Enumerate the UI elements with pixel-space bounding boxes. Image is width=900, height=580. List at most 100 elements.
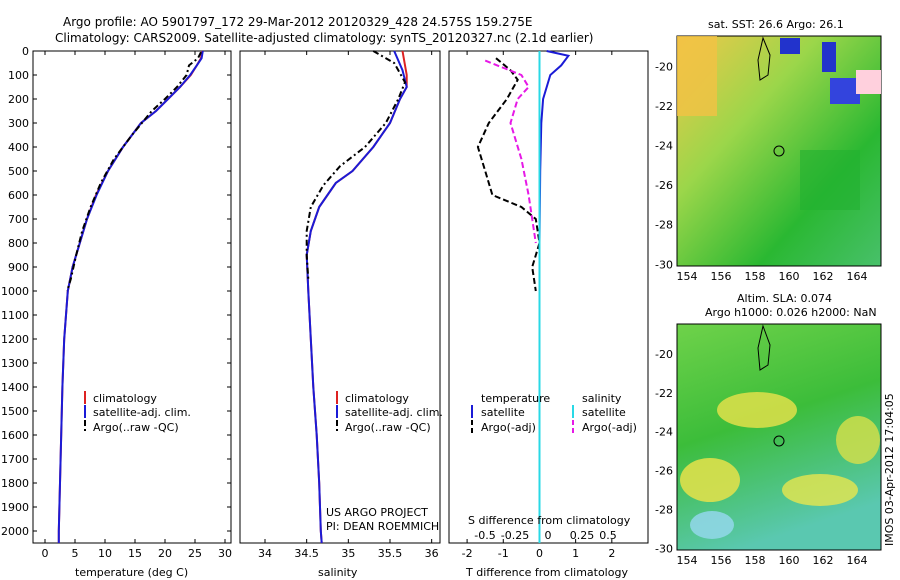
argo-location-marker <box>773 435 785 447</box>
depth-tick-label: 900 <box>8 261 29 274</box>
legend-label-climatology: climatology <box>93 392 157 405</box>
s-difference-x-axis: -0.5 -0.25 0 0.25 0.5 <box>474 529 616 542</box>
coastline <box>757 324 771 371</box>
x-tick-label: 36 <box>425 547 439 560</box>
depth-tick-label: 800 <box>8 237 29 250</box>
sst-patch <box>856 70 881 94</box>
depth-tick-label: 100 <box>8 69 29 82</box>
map-lat-tick-label: -30 <box>655 542 673 555</box>
map-lat-tick-label: -28 <box>655 219 673 232</box>
sla-map-panel: Altim. SLA: 0.074 Argo h1000: 0.026 h200… <box>655 292 882 567</box>
map-lon-tick-label: 156 <box>711 554 732 567</box>
temperature-x-axis: 0 5 10 15 20 25 30 <box>42 51 232 560</box>
map-lon-tick-label: 160 <box>779 270 800 283</box>
s-tick-label: -0.25 <box>501 529 529 542</box>
sst-patch <box>800 150 860 210</box>
figure-title-line1: Argo profile: AO 5901797_172 29-Mar-2012… <box>63 15 532 29</box>
difference-series <box>476 50 571 543</box>
x-tick-label: 25 <box>188 547 202 560</box>
depth-tick-label: 1700 <box>1 453 29 466</box>
legend-label-t-satellite: satellite <box>481 406 525 419</box>
sla-patch <box>680 458 740 502</box>
sla-patch <box>782 474 858 506</box>
s-tick-label: 0.25 <box>570 529 595 542</box>
temperature-axes-frame <box>32 50 232 544</box>
depth-tick-label: 1900 <box>1 501 29 514</box>
salinity-axes-frame <box>239 50 441 544</box>
sst-patch <box>830 78 860 104</box>
x-tick-label: 2 <box>608 547 615 560</box>
depth-tick-label: 1800 <box>1 477 29 490</box>
t-argo-diff-line <box>476 57 541 292</box>
depth-tick-label: 1300 <box>1 357 29 370</box>
map-lat-tick-label: -22 <box>655 387 673 400</box>
s-tick-label: 0.5 <box>599 529 617 542</box>
map-lon-tick-label: 160 <box>779 554 800 567</box>
x-tick-label: 35.5 <box>378 547 403 560</box>
legend-header-temperature: temperature <box>481 392 550 405</box>
legend-label-t-argo: Argo(-adj) <box>481 421 536 434</box>
argo-line <box>66 51 202 292</box>
sla-patch <box>836 416 880 464</box>
depth-tick-label: 1200 <box>1 333 29 346</box>
salinity-x-axis: 34 34.5 35 35.5 36 <box>258 51 439 560</box>
sst-patch <box>822 42 836 72</box>
argo-line <box>305 50 407 280</box>
difference-axes-frame <box>448 50 649 544</box>
map-lat-tick-label: -24 <box>655 426 673 439</box>
sla-map-axes: 154 156 158 160 162 164 -20 -22 -24 -26 -28 -30 <box>655 348 867 567</box>
salinity-series <box>305 50 408 544</box>
depth-tick-label: 500 <box>8 165 29 178</box>
map-lat-tick-label: -30 <box>655 258 673 271</box>
x-tick-label: -1 <box>498 547 509 560</box>
difference-panel: -2 -1 0 1 2 -0.5 -0.25 0 0.25 0.5 temperature sa… <box>448 50 649 579</box>
temperature-x-label: temperature (deg C) <box>75 566 188 579</box>
s-tick-label: 0 <box>545 529 552 542</box>
project-annotation: US ARGO PROJECT <box>326 506 428 519</box>
depth-tick-label: 600 <box>8 189 29 202</box>
map-lon-tick-label: 164 <box>847 270 868 283</box>
x-tick-label: 34.5 <box>294 547 319 560</box>
sst-patch <box>780 38 800 54</box>
map-lon-tick-label: 158 <box>745 554 766 567</box>
depth-tick-label: 1400 <box>1 381 29 394</box>
temperature-panel: 0100200300400500600700800900100011001200… <box>1 45 648 579</box>
sst-patch <box>677 36 717 116</box>
map-lat-tick-label: -20 <box>655 348 673 361</box>
salinity-panel: 34 34.5 35 35.5 36 climatology satellite-adj… <box>239 50 443 579</box>
x-tick-label: 5 <box>72 547 79 560</box>
legend-header-salinity: salinity <box>582 392 622 405</box>
x-tick-label: -2 <box>462 547 473 560</box>
x-tick-label: 0 <box>536 547 543 560</box>
depth-tick-label: 1500 <box>1 405 29 418</box>
x-tick-label: 15 <box>128 547 142 560</box>
sla-map-title-1: Altim. SLA: 0.074 <box>737 292 832 305</box>
depth-tick-label: 700 <box>8 213 29 226</box>
figure-title-line2: Climatology: CARS2009. Satellite-adjuste… <box>55 31 593 45</box>
depth-tick-label: 1100 <box>1 309 29 322</box>
legend-label-s-satellite: satellite <box>582 406 626 419</box>
x-tick-label: 0 <box>42 547 49 560</box>
map-lon-tick-label: 154 <box>677 554 698 567</box>
depth-tick-label: 200 <box>8 93 29 106</box>
legend-label-s-argo: Argo(-adj) <box>582 421 637 434</box>
map-lon-tick-label: 164 <box>847 554 868 567</box>
depth-tick-label: 2000 <box>1 525 29 538</box>
x-tick-label: 34 <box>258 547 272 560</box>
sst-map-title: sat. SST: 26.6 Argo: 26.1 <box>708 18 844 31</box>
map-lon-tick-label: 158 <box>745 270 766 283</box>
s-argo-diff-line <box>484 59 537 244</box>
coastline <box>757 36 771 81</box>
sst-hot-patches <box>677 36 881 210</box>
t-difference-label: T difference from climatology <box>465 566 628 579</box>
x-tick-label: 35 <box>341 547 355 560</box>
legend-label-satellite-adj: satellite-adj. clim. <box>93 406 191 419</box>
salinity-x-label: salinity <box>318 566 358 579</box>
sla-patch <box>717 392 797 428</box>
depth-tick-label: 300 <box>8 117 29 130</box>
sla-patches <box>680 392 880 539</box>
s-tick-label: -0.5 <box>474 529 495 542</box>
imos-timestamp: IMOS 03-Apr-2012 17:04:05 <box>883 393 896 546</box>
map-lon-tick-label: 162 <box>813 554 834 567</box>
map-lat-tick-label: -20 <box>655 60 673 73</box>
